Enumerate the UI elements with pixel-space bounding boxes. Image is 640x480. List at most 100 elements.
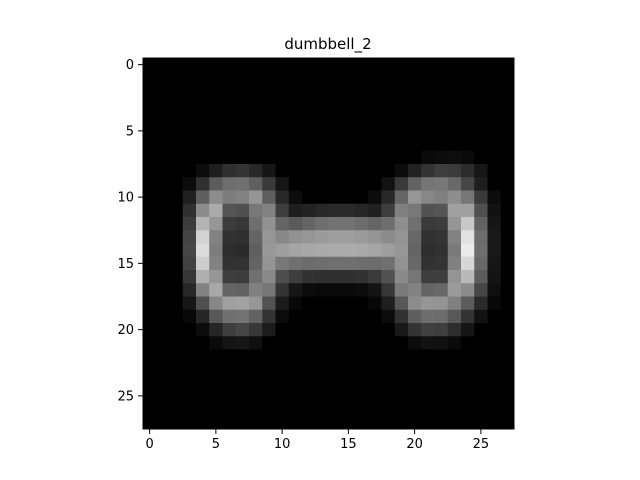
heatmap-cell-r15-c4 xyxy=(196,256,210,271)
heatmap-cell-r1-c4 xyxy=(196,71,210,85)
heatmap-cell-r10-c10 xyxy=(275,190,290,205)
heatmap-cell-r4-c25 xyxy=(474,111,488,125)
heatmap-cell-r0-c5 xyxy=(209,58,223,72)
heatmap-cell-r22-c22 xyxy=(434,349,449,364)
heatmap-cell-r17-c12 xyxy=(302,283,316,297)
heatmap-cell-r13-c15 xyxy=(341,230,356,244)
heatmap-cell-r10-c0 xyxy=(143,190,157,205)
heatmap-cell-r5-c14 xyxy=(328,124,343,138)
heatmap-cell-r26-c20 xyxy=(408,402,422,417)
heatmap-cell-r26-c3 xyxy=(182,402,197,417)
heatmap-cell-r27-c21 xyxy=(421,415,435,430)
heatmap-cell-r18-c4 xyxy=(196,296,210,311)
heatmap-cell-r10-c25 xyxy=(474,190,488,205)
heatmap-cell-r6-c13 xyxy=(315,137,329,152)
heatmap-cell-r26-c27 xyxy=(500,402,515,417)
heatmap-cell-r25-c22 xyxy=(434,389,449,403)
heatmap-cell-r25-c8 xyxy=(249,389,263,403)
heatmap-cell-r8-c26 xyxy=(487,164,502,178)
heatmap-cell-r23-c21 xyxy=(421,362,435,377)
heatmap-cell-r26-c11 xyxy=(288,402,303,417)
heatmap-cell-r12-c27 xyxy=(500,217,515,231)
heatmap-cell-r4-c4 xyxy=(196,111,210,125)
heatmap-cell-r15-c10 xyxy=(275,256,290,271)
heatmap-cell-r16-c18 xyxy=(381,270,396,284)
heatmap-cell-r24-c21 xyxy=(421,376,435,390)
heatmap-cell-r17-c21 xyxy=(421,283,435,297)
heatmap-cell-r17-c17 xyxy=(368,283,382,297)
heatmap-cell-r23-c4 xyxy=(196,362,210,377)
heatmap-cell-r8-c16 xyxy=(355,164,369,178)
heatmap-cell-r11-c7 xyxy=(235,203,250,218)
heatmap-cell-r22-c0 xyxy=(143,349,157,364)
heatmap-cell-r16-c7 xyxy=(235,270,250,284)
heatmap-cell-r7-c10 xyxy=(275,150,290,165)
heatmap-cell-r7-c13 xyxy=(315,150,329,165)
heatmap-cell-r6-c1 xyxy=(156,137,170,152)
heatmap-cell-r22-c3 xyxy=(182,349,197,364)
heatmap-cell-r9-c19 xyxy=(394,177,409,191)
heatmap-cell-r17-c19 xyxy=(394,283,409,297)
heatmap-cell-r19-c15 xyxy=(341,309,356,324)
heatmap-cell-r19-c13 xyxy=(315,309,329,324)
heatmap-cell-r4-c1 xyxy=(156,111,170,125)
heatmap-cell-r20-c24 xyxy=(461,323,475,337)
heatmap-cell-r21-c1 xyxy=(156,336,170,350)
heatmap-cell-r25-c15 xyxy=(341,389,356,403)
heatmap-cell-r26-c15 xyxy=(341,402,356,417)
heatmap-cell-r14-c2 xyxy=(169,243,184,258)
heatmap-cell-r21-c22 xyxy=(434,336,449,350)
heatmap-cell-r23-c1 xyxy=(156,362,170,377)
heatmap-cell-r27-c14 xyxy=(328,415,343,430)
heatmap-cell-r27-c20 xyxy=(408,415,422,430)
heatmap-cell-r13-c11 xyxy=(288,230,303,244)
heatmap-cell-r20-c18 xyxy=(381,323,396,337)
heatmap-cell-r9-c5 xyxy=(209,177,223,191)
heatmap-cell-r22-c14 xyxy=(328,349,343,364)
heatmap-image xyxy=(143,58,515,430)
heatmap-cell-r11-c5 xyxy=(209,203,223,218)
heatmap-cell-r23-c25 xyxy=(474,362,488,377)
heatmap-cell-r15-c15 xyxy=(341,256,356,271)
heatmap-cell-r23-c13 xyxy=(315,362,329,377)
heatmap-cell-r21-c27 xyxy=(500,336,515,350)
heatmap-cell-r21-c18 xyxy=(381,336,396,350)
heatmap-cell-r24-c16 xyxy=(355,376,369,390)
heatmap-cell-r19-c4 xyxy=(196,309,210,324)
heatmap-cell-r15-c12 xyxy=(302,256,316,271)
heatmap-cell-r19-c9 xyxy=(262,309,276,324)
heatmap-cell-r26-c17 xyxy=(368,402,382,417)
heatmap-cell-r5-c23 xyxy=(447,124,462,138)
heatmap-cell-r12-c1 xyxy=(156,217,170,231)
heatmap-cell-r9-c4 xyxy=(196,177,210,191)
heatmap-cell-r18-c19 xyxy=(394,296,409,311)
heatmap-cell-r16-c3 xyxy=(182,270,197,284)
heatmap-cell-r5-c9 xyxy=(262,124,276,138)
heatmap-cell-r6-c27 xyxy=(500,137,515,152)
heatmap-cell-r10-c7 xyxy=(235,190,250,205)
heatmap-cell-r4-c11 xyxy=(288,111,303,125)
heatmap-cell-r13-c3 xyxy=(182,230,197,244)
heatmap-cell-r22-c25 xyxy=(474,349,488,364)
heatmap-cell-r24-c6 xyxy=(222,376,237,390)
heatmap-cell-r23-c2 xyxy=(169,362,184,377)
heatmap-cell-r26-c7 xyxy=(235,402,250,417)
heatmap-cell-r27-c26 xyxy=(487,415,502,430)
heatmap-cell-r15-c1 xyxy=(156,256,170,271)
heatmap-cell-r11-c17 xyxy=(368,203,382,218)
heatmap-cell-r5-c8 xyxy=(249,124,263,138)
heatmap-cell-r13-c19 xyxy=(394,230,409,244)
heatmap-cell-r0-c8 xyxy=(249,58,263,72)
heatmap-cell-r14-c1 xyxy=(156,243,170,258)
heatmap-cell-r22-c19 xyxy=(394,349,409,364)
heatmap-cell-r3-c13 xyxy=(315,97,329,112)
heatmap-cell-r14-c18 xyxy=(381,243,396,258)
heatmap-cell-r15-c22 xyxy=(434,256,449,271)
heatmap-cell-r24-c17 xyxy=(368,376,382,390)
heatmap-cell-r14-c0 xyxy=(143,243,157,258)
heatmap-cell-r12-c5 xyxy=(209,217,223,231)
heatmap-cell-r25-c26 xyxy=(487,389,502,403)
heatmap-cell-r8-c14 xyxy=(328,164,343,178)
heatmap-cell-r20-c26 xyxy=(487,323,502,337)
